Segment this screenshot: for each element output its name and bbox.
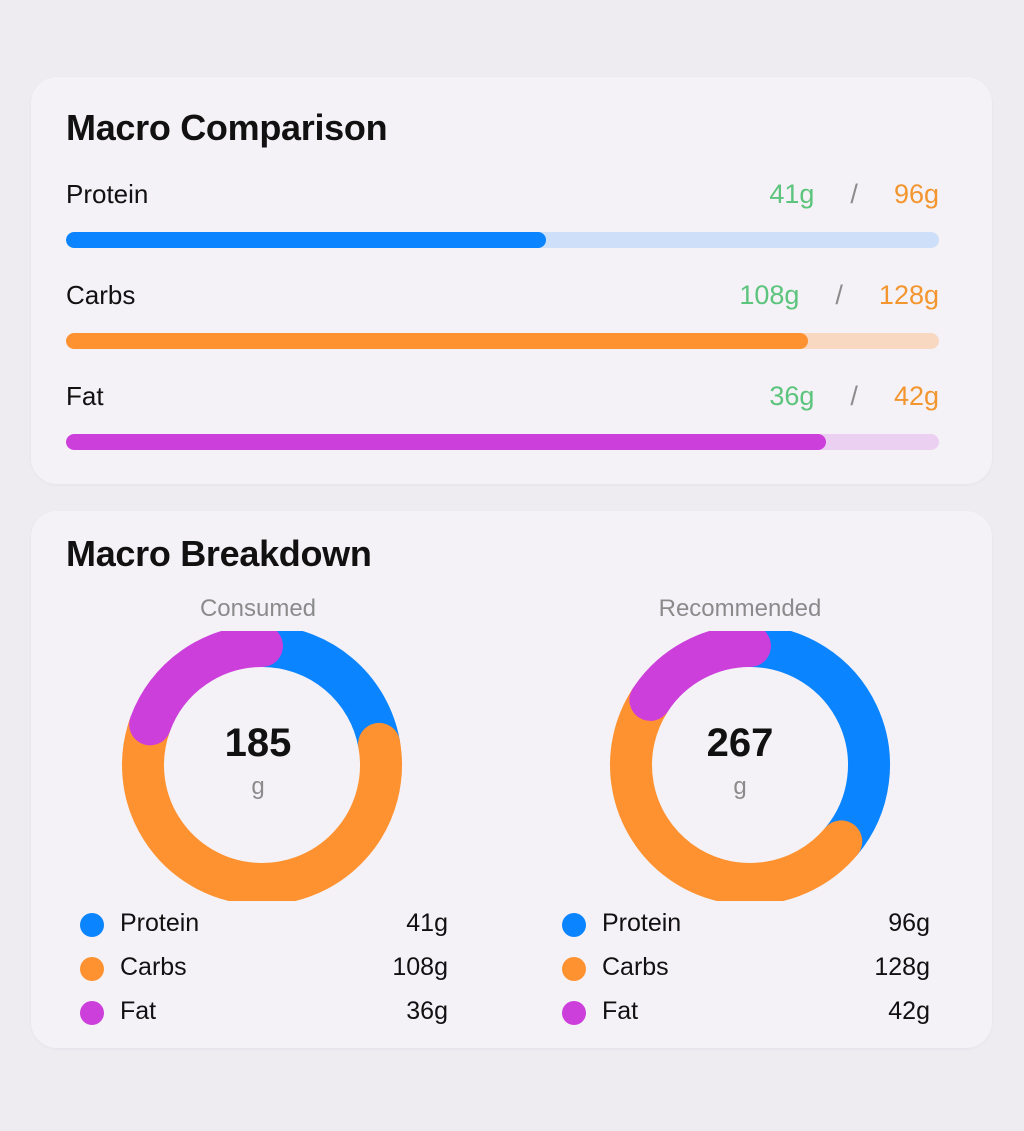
legend-value: 108g	[392, 953, 448, 981]
legend-value: 96g	[888, 909, 930, 937]
recommended-value: 128g	[878, 280, 939, 310]
legend-label: Fat	[602, 997, 639, 1025]
legend-dot	[80, 957, 104, 981]
progress-track	[66, 434, 939, 450]
macro-label: Protein	[66, 179, 149, 209]
donut-segment-fat	[629, 631, 771, 721]
legend-dot	[80, 913, 104, 937]
macro-row-carbs: Carbs 108g / 128g	[66, 280, 939, 350]
progress-fill	[66, 434, 826, 450]
macro-comparison-card: Macro Comparison Protein 41g / 96g Carbs…	[31, 77, 992, 484]
value-separator: /	[850, 381, 858, 411]
donut-segment-protein	[729, 631, 890, 863]
macro-values: 41g / 96g	[769, 179, 939, 210]
macro-label: Carbs	[66, 280, 136, 310]
recommended-value: 42g	[893, 381, 939, 411]
legend-value: 41g	[406, 909, 448, 937]
legend-dot	[562, 913, 586, 937]
donut-segment-protein	[241, 631, 401, 765]
legend-item: Protein 96g	[550, 905, 930, 945]
macro-comparison-title: Macro Comparison	[66, 107, 388, 148]
legend-label: Protein	[602, 909, 682, 937]
macro-values: 36g / 42g	[769, 381, 939, 412]
macro-row-fat: Fat 36g / 42g	[66, 381, 939, 451]
macro-values: 108g / 128g	[739, 280, 939, 311]
consumed-donut-chart	[122, 631, 402, 901]
progress-fill	[66, 333, 809, 349]
donut-total: 267	[706, 721, 774, 765]
legend-value: 42g	[888, 997, 930, 1025]
legend-item: Fat 42g	[550, 993, 930, 1033]
recommended-value: 96g	[893, 179, 939, 209]
macro-breakdown-title: Macro Breakdown	[66, 533, 372, 574]
legend-item: Protein 41g	[68, 905, 448, 945]
legend-label: Carbs	[602, 953, 669, 981]
legend-value: 36g	[406, 997, 448, 1025]
consumed-value: 108g	[739, 280, 800, 310]
consumed-value: 36g	[769, 381, 815, 411]
donut-segment-carbs	[610, 678, 863, 901]
legend-dot	[562, 957, 586, 981]
legend-item: Fat 36g	[68, 993, 448, 1033]
progress-track	[66, 333, 939, 349]
legend-label: Carbs	[120, 953, 187, 981]
macro-row-protein: Protein 41g / 96g	[66, 179, 939, 249]
legend-dot	[80, 1001, 104, 1025]
legend-item: Carbs 108g	[68, 949, 448, 989]
legend-label: Fat	[120, 997, 157, 1025]
donut-unit: g	[251, 773, 265, 800]
donut-segment-carbs	[122, 703, 402, 901]
legend-value: 128g	[874, 953, 930, 981]
value-separator: /	[850, 179, 858, 209]
legend-dot	[562, 1001, 586, 1025]
donut-segment-fat	[129, 631, 283, 746]
consumed-donut-section: Consumed 185 g Protein 41g Carbs 108g Fa…	[68, 595, 448, 1025]
value-separator: /	[835, 280, 843, 310]
donut-caption: Consumed	[199, 595, 317, 622]
macro-label: Fat	[66, 381, 104, 411]
recommended-donut-section: Recommended 267 g Protein 96g Carbs 128g…	[550, 595, 930, 1025]
donut-total: 185	[224, 721, 292, 765]
progress-track	[66, 232, 939, 248]
donut-caption: Recommended	[658, 595, 822, 622]
macro-breakdown-card: Macro Breakdown Consumed 185 g Protein 4…	[31, 511, 992, 1048]
legend-label: Protein	[120, 909, 200, 937]
consumed-value: 41g	[769, 179, 815, 209]
progress-fill	[66, 232, 547, 248]
legend-item: Carbs 128g	[550, 949, 930, 989]
recommended-donut-chart	[610, 631, 890, 901]
donut-unit: g	[733, 773, 747, 800]
